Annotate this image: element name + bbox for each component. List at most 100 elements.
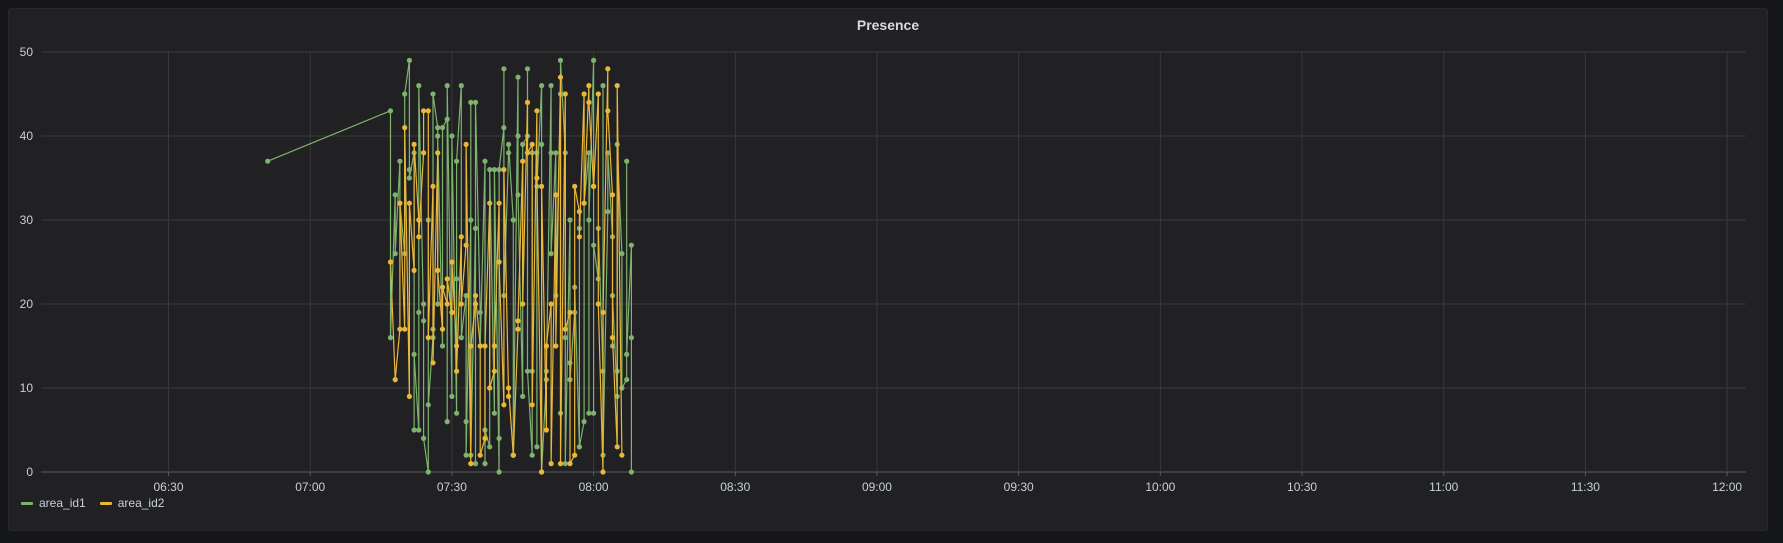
data-point[interactable] [562, 326, 568, 332]
data-point[interactable] [595, 301, 601, 307]
data-point[interactable] [619, 452, 625, 458]
data-point[interactable] [411, 351, 417, 357]
data-point[interactable] [591, 242, 597, 248]
data-point[interactable] [463, 419, 469, 425]
data-point[interactable] [463, 242, 469, 248]
data-point[interactable] [444, 276, 450, 282]
data-point[interactable] [449, 133, 455, 139]
data-point[interactable] [397, 200, 403, 206]
data-point[interactable] [605, 209, 611, 215]
data-point[interactable] [472, 293, 479, 299]
data-point[interactable] [524, 66, 531, 72]
data-point[interactable] [591, 183, 597, 189]
data-point[interactable] [387, 335, 394, 341]
data-point[interactable] [444, 419, 450, 425]
data-point[interactable] [529, 402, 535, 408]
data-point[interactable] [444, 116, 450, 122]
data-point[interactable] [581, 200, 587, 206]
data-point[interactable] [515, 133, 521, 139]
data-point[interactable] [392, 377, 398, 383]
data-point[interactable] [387, 259, 394, 265]
data-point[interactable] [496, 435, 502, 441]
data-point[interactable] [477, 309, 483, 315]
data-point[interactable] [435, 267, 441, 273]
data-point[interactable] [581, 91, 587, 97]
data-point[interactable] [501, 125, 507, 131]
data-point[interactable] [609, 192, 616, 198]
data-point[interactable] [392, 192, 398, 198]
data-point[interactable] [265, 158, 271, 164]
data-point[interactable] [553, 150, 559, 156]
data-point[interactable] [439, 343, 446, 349]
data-point[interactable] [392, 251, 398, 257]
data-point[interactable] [515, 326, 521, 332]
data-point[interactable] [435, 301, 441, 307]
data-point[interactable] [482, 158, 488, 164]
data-point[interactable] [468, 343, 474, 349]
data-point[interactable] [562, 335, 568, 341]
data-point[interactable] [491, 368, 497, 374]
data-point[interactable] [539, 469, 545, 475]
data-point[interactable] [472, 461, 479, 467]
data-point[interactable] [491, 343, 497, 349]
data-point[interactable] [586, 217, 592, 223]
data-point[interactable] [524, 99, 531, 105]
data-point[interactable] [444, 83, 450, 89]
legend-item-area_id1[interactable]: area_id1 [21, 496, 86, 510]
data-point[interactable] [614, 444, 620, 450]
data-point[interactable] [543, 427, 550, 433]
data-point[interactable] [482, 461, 488, 467]
data-point[interactable] [406, 175, 412, 181]
data-point[interactable] [406, 167, 412, 173]
data-point[interactable] [454, 276, 460, 282]
data-point[interactable] [406, 57, 412, 64]
data-point[interactable] [619, 251, 625, 257]
data-point[interactable] [416, 83, 422, 89]
data-point[interactable] [421, 108, 427, 114]
data-point[interactable] [477, 452, 483, 458]
data-point[interactable] [567, 461, 573, 467]
data-point[interactable] [449, 259, 455, 265]
data-point[interactable] [449, 309, 455, 315]
data-point[interactable] [628, 335, 635, 341]
data-point[interactable] [515, 74, 521, 80]
data-point[interactable] [439, 326, 446, 332]
data-point[interactable] [572, 452, 578, 458]
data-point[interactable] [548, 83, 554, 89]
data-point[interactable] [562, 461, 568, 467]
data-point[interactable] [515, 192, 521, 198]
data-point[interactable] [402, 125, 408, 131]
data-point[interactable] [553, 192, 559, 198]
data-point[interactable] [605, 108, 611, 114]
data-point[interactable] [430, 360, 436, 366]
data-point[interactable] [501, 402, 507, 408]
data-point[interactable] [454, 158, 460, 164]
data-point[interactable] [506, 150, 512, 156]
data-point[interactable] [562, 91, 568, 97]
data-point[interactable] [557, 57, 564, 64]
data-point[interactable] [628, 242, 635, 248]
data-point[interactable] [454, 343, 460, 349]
data-point[interactable] [454, 410, 460, 416]
data-point[interactable] [520, 158, 526, 164]
data-point[interactable] [496, 200, 502, 206]
data-point[interactable] [435, 150, 441, 156]
data-point[interactable] [591, 410, 597, 416]
data-point[interactable] [468, 461, 474, 467]
data-point[interactable] [411, 267, 417, 273]
data-point[interactable] [548, 150, 554, 156]
data-point[interactable] [524, 368, 531, 374]
data-point[interactable] [534, 444, 540, 450]
data-point[interactable] [586, 150, 592, 156]
data-point[interactable] [425, 108, 431, 114]
data-point[interactable] [487, 167, 493, 173]
data-point[interactable] [435, 125, 441, 131]
data-point[interactable] [548, 251, 554, 257]
data-point[interactable] [416, 427, 422, 433]
data-point[interactable] [600, 309, 606, 315]
data-point[interactable] [458, 335, 464, 341]
data-point[interactable] [600, 83, 606, 89]
data-point[interactable] [387, 108, 394, 114]
data-point[interactable] [439, 284, 446, 290]
